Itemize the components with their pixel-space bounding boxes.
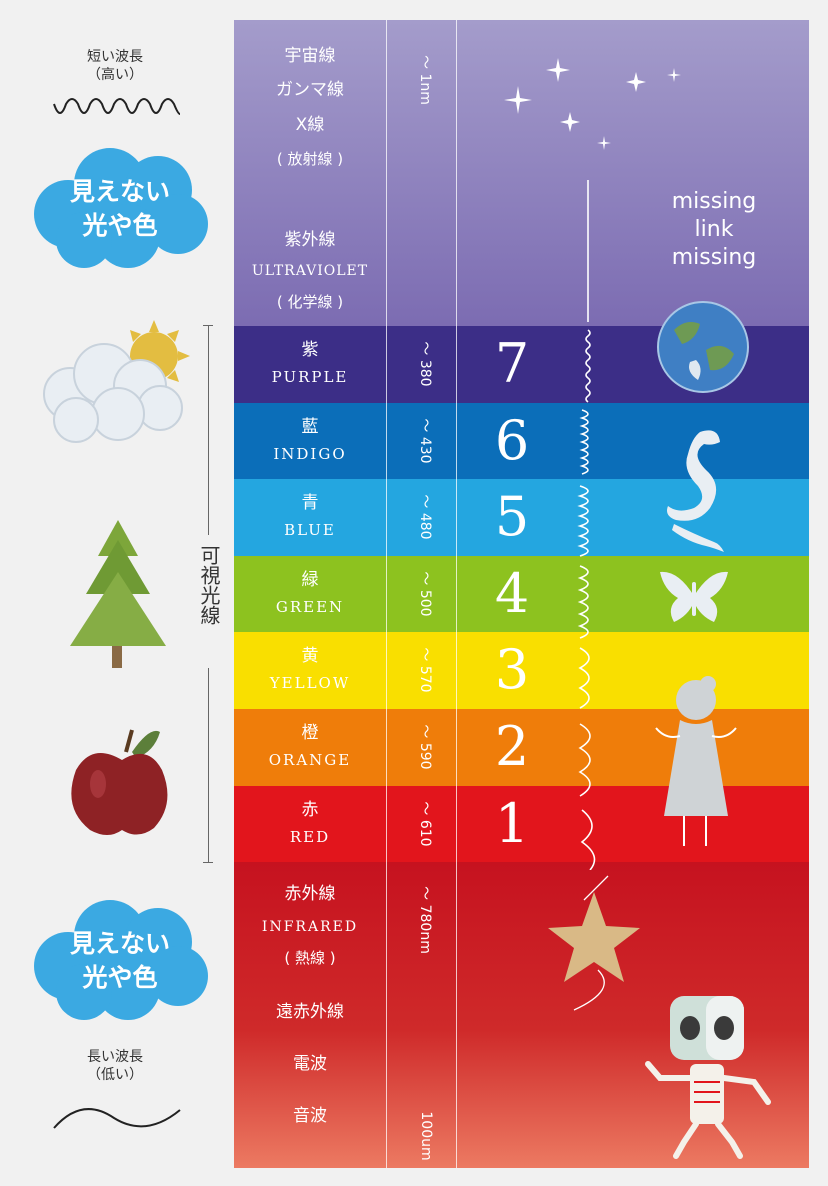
far-infrared-label: 遠赤外線 (276, 1002, 344, 1022)
band-jp-label: 黄 (301, 646, 319, 667)
sound-wavelength: 100um (390, 1106, 462, 1166)
top-wavelength-text: ～ 1nm (417, 55, 433, 105)
tree-icon (70, 520, 166, 668)
cosmic-ray-label: 宇宙線 (284, 46, 336, 66)
missing-line1: missing (671, 189, 757, 214)
star-icon (548, 875, 640, 1011)
band-en-label: RED (289, 827, 331, 846)
uv-en-label: ULTRAVIOLET (251, 263, 369, 279)
band-wavelength-text: ～ 430 (417, 418, 433, 464)
band-wavelength: ～ 380 (390, 334, 462, 394)
band-wavelength: ～ 570 (390, 640, 462, 700)
earth-icon (657, 301, 749, 393)
top-invisible-band (234, 20, 809, 326)
band-jp-label: 緑 (301, 569, 319, 590)
sound-wave-label: 音波 (293, 1106, 327, 1126)
column-divider-2 (456, 20, 457, 1168)
invisible-light-cloud-bottom: 見えない 光や色 (28, 896, 212, 1022)
short-wave-icon (53, 98, 181, 115)
visible-bracket-bottom-tick (203, 862, 213, 863)
wave-column-icon (577, 180, 596, 870)
long-wave-icon (53, 1108, 181, 1129)
apple-icon (71, 729, 168, 835)
band-wavelength-text: ～ 590 (417, 724, 433, 770)
band-number: 4 (494, 561, 530, 625)
missing-line2: link (694, 217, 734, 242)
cloud-icon (34, 900, 208, 1020)
band-number: 6 (494, 408, 530, 472)
stars-icon (504, 58, 681, 150)
infrared-en-label: INFRARED (261, 919, 359, 935)
heat-ray-label: ( 熱線 ) (284, 949, 336, 967)
radio-wave-label: 電波 (293, 1054, 327, 1074)
infrared-wavelength: ～ 780nm (390, 886, 462, 954)
band-wavelength: ～ 430 (390, 411, 462, 471)
cloud-icon (34, 148, 208, 268)
band-wavelength: ～ 610 (390, 794, 462, 854)
band-number: 1 (494, 791, 530, 855)
column-divider-1 (386, 20, 387, 1168)
spectrum-chart: 紫 PURPLE ～ 380 7 藍 INDIGO ～ 430 6 青 BLUE ～ 480 5 緑 GR… (234, 20, 809, 1168)
skeleton-icon (645, 996, 771, 1159)
visible-light-label: 可視光線 (197, 545, 221, 625)
top-wavelength: ～ 1nm (390, 50, 462, 110)
long-wavelength-label: 長い波長 （低い） (60, 1048, 170, 1084)
radiation-label: ( 放射線 ) (276, 150, 344, 168)
band-en-label: BLUE (284, 521, 336, 540)
band-wavelength-text: ～ 570 (417, 647, 433, 693)
dragon-icon (667, 430, 724, 552)
sun-cloud-icon (43, 320, 190, 443)
band-number: 7 (494, 332, 530, 395)
band-wavelength-text: ～ 610 (417, 801, 433, 847)
band-en-label: PURPLE (271, 368, 349, 386)
band-en-label: GREEN (275, 597, 345, 616)
xray-label: X線 (295, 115, 325, 135)
band-wavelength-text: ～ 380 (417, 341, 433, 387)
band-number: 2 (494, 715, 530, 778)
visible-bracket-top (208, 325, 209, 535)
band-wavelength-text: ～ 480 (417, 494, 433, 540)
band-en-label: YELLOW (269, 674, 351, 693)
long-wavelength-line2: （低い） (87, 1067, 143, 1083)
short-wavelength-line1: 短い波長 (87, 49, 143, 65)
invisible-light-cloud-top: 見えない 光や色 (28, 144, 212, 270)
band-jp-label: 藍 (301, 416, 319, 437)
band-wavelength: ～ 590 (390, 717, 462, 777)
band-en-label: INDIGO (273, 444, 347, 463)
infrared-jp-label: 赤外線 (284, 884, 336, 904)
band-wavelength: ～ 500 (390, 564, 462, 624)
missing-line3: missing (671, 245, 757, 270)
short-wavelength-label: 短い波長 （高い） (60, 48, 170, 84)
visible-bracket-top-tick (203, 325, 213, 326)
band-jp-label: 紫 (301, 340, 319, 360)
gamma-ray-label: ガンマ線 (276, 80, 344, 100)
visible-bracket-bottom (208, 668, 209, 863)
long-wavelength-line1: 長い波長 (87, 1049, 143, 1065)
uv-jp-label: 紫外線 (284, 230, 336, 250)
band-number: 3 (494, 638, 530, 702)
missing-link-text: missing link missing (634, 188, 794, 272)
invisible-light-line1: 見えない (69, 177, 170, 206)
invisible-light-line2: 光や色 (82, 211, 158, 240)
butterfly-icon (660, 571, 728, 622)
band-wavelength: ～ 480 (390, 487, 462, 547)
girl-icon (655, 676, 737, 846)
band-wavelength-text: ～ 500 (417, 571, 433, 617)
short-wavelength-line2: （高い） (87, 67, 143, 83)
infrared-wavelength-text: ～ 780nm (417, 886, 433, 954)
invisible-light-line1: 見えない (69, 929, 170, 958)
band-jp-label: 青 (301, 493, 319, 514)
band-en-label: ORANGE (268, 751, 352, 769)
band-jp-label: 橙 (301, 723, 319, 743)
sound-wavelength-text: 100um (418, 1111, 434, 1161)
chemical-ray-label: ( 化学線 ) (276, 293, 344, 311)
band-number: 5 (494, 485, 530, 549)
invisible-light-line2: 光や色 (82, 963, 158, 992)
band-jp-label: 赤 (301, 799, 319, 820)
